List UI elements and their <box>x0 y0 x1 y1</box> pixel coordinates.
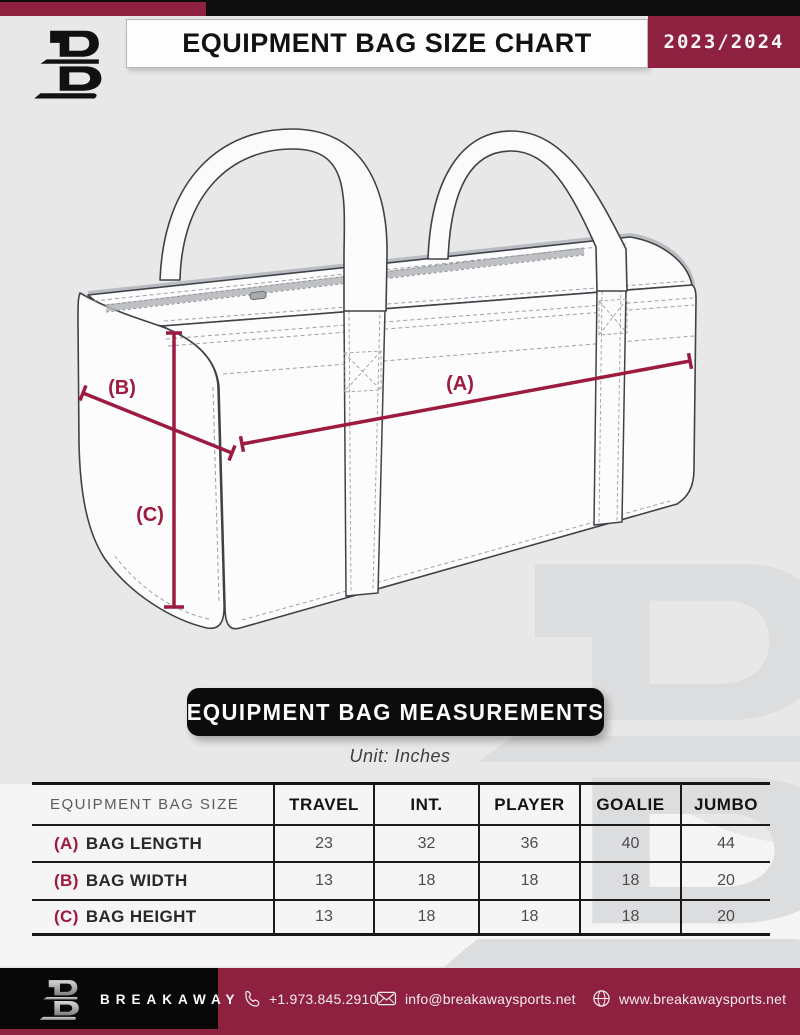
size-value: 18 <box>373 901 478 933</box>
size-value: 18 <box>478 901 579 933</box>
size-value: 18 <box>478 863 579 901</box>
footer-brand-block: BREAKAWAY <box>0 968 235 1029</box>
phone-icon <box>245 990 260 1007</box>
measurements-badge: EQUIPMENT BAG MEASUREMENTS <box>187 688 604 736</box>
row-label: (A) BAG LENGTH <box>32 826 273 863</box>
header-maroon-bar <box>0 2 206 16</box>
footer-phone-text: +1.973.845.2910 <box>269 990 378 1007</box>
column-header: JUMBO <box>680 785 770 826</box>
footer-bar: BREAKAWAY +1.973.845.2910 info@breakaway… <box>0 968 800 1035</box>
footer-website: www.breakawaysports.net <box>592 968 786 1029</box>
row-key: (C) <box>54 907 79 926</box>
bag-handles <box>159 128 628 312</box>
size-value: 40 <box>579 826 680 863</box>
dimension-label-a: (A) <box>446 373 474 395</box>
strap-stitching <box>343 288 628 594</box>
row-key: (A) <box>54 833 79 853</box>
size-value: 13 <box>273 901 373 933</box>
bag-body <box>77 236 697 630</box>
page-title: EQUIPMENT BAG SIZE CHART <box>182 28 592 58</box>
breakaway-b-logo <box>28 22 114 102</box>
column-header: INT. <box>373 785 478 826</box>
size-value: 20 <box>680 863 770 901</box>
footer-email: info@breakawaysports.net <box>376 968 576 1029</box>
dimension-label-b: (B) <box>108 377 136 399</box>
row-label-text: BAG HEIGHT <box>85 907 197 926</box>
brand-name: BREAKAWAY <box>100 992 241 1007</box>
row-label: (C) BAG HEIGHT <box>32 901 273 933</box>
row-label: (B) BAG WIDTH <box>32 863 273 901</box>
season-label: 2023/2024 <box>663 31 785 53</box>
footer-phone: +1.973.845.2910 <box>242 968 378 1029</box>
size-value: 32 <box>373 826 478 863</box>
equipment-bag-diagram: (A) (B) (C) <box>77 128 697 630</box>
size-value: 18 <box>579 901 680 933</box>
size-table: EQUIPMENT BAG SIZE TRAVEL INT. PLAYER GOALIE… <box>32 782 770 936</box>
footer-email-text: info@breakawaysports.net <box>405 990 576 1007</box>
dimension-arrows <box>78 331 694 609</box>
size-value: 23 <box>273 826 373 863</box>
envelope-icon <box>376 991 397 1006</box>
size-value: 36 <box>478 826 579 863</box>
footer-website-text: www.breakawaysports.net <box>619 990 787 1007</box>
column-header: GOALIE <box>579 785 680 826</box>
season-badge: 2023/2024 <box>648 16 800 68</box>
size-value: 18 <box>373 863 478 901</box>
zipper-pull <box>249 290 267 301</box>
size-value: 18 <box>579 863 680 901</box>
row-label-text: BAG LENGTH <box>85 833 203 853</box>
column-header: EQUIPMENT BAG SIZE <box>32 785 273 826</box>
title-banner: EQUIPMENT BAG SIZE CHART <box>126 19 648 68</box>
row-key: (B) <box>54 871 79 890</box>
dimension-label-c: (C) <box>136 504 164 526</box>
unit-note: Unit: Inches <box>349 746 451 766</box>
column-header: PLAYER <box>478 785 579 826</box>
globe-icon <box>593 990 610 1007</box>
breakaway-b-logo-footer <box>36 975 86 1022</box>
row-label-text: BAG WIDTH <box>85 871 188 890</box>
column-header: TRAVEL <box>273 785 373 826</box>
size-value: 20 <box>680 901 770 933</box>
size-value: 13 <box>273 863 373 901</box>
measurements-badge-label: EQUIPMENT BAG MEASUREMENTS <box>186 698 605 725</box>
size-value: 44 <box>680 826 770 863</box>
